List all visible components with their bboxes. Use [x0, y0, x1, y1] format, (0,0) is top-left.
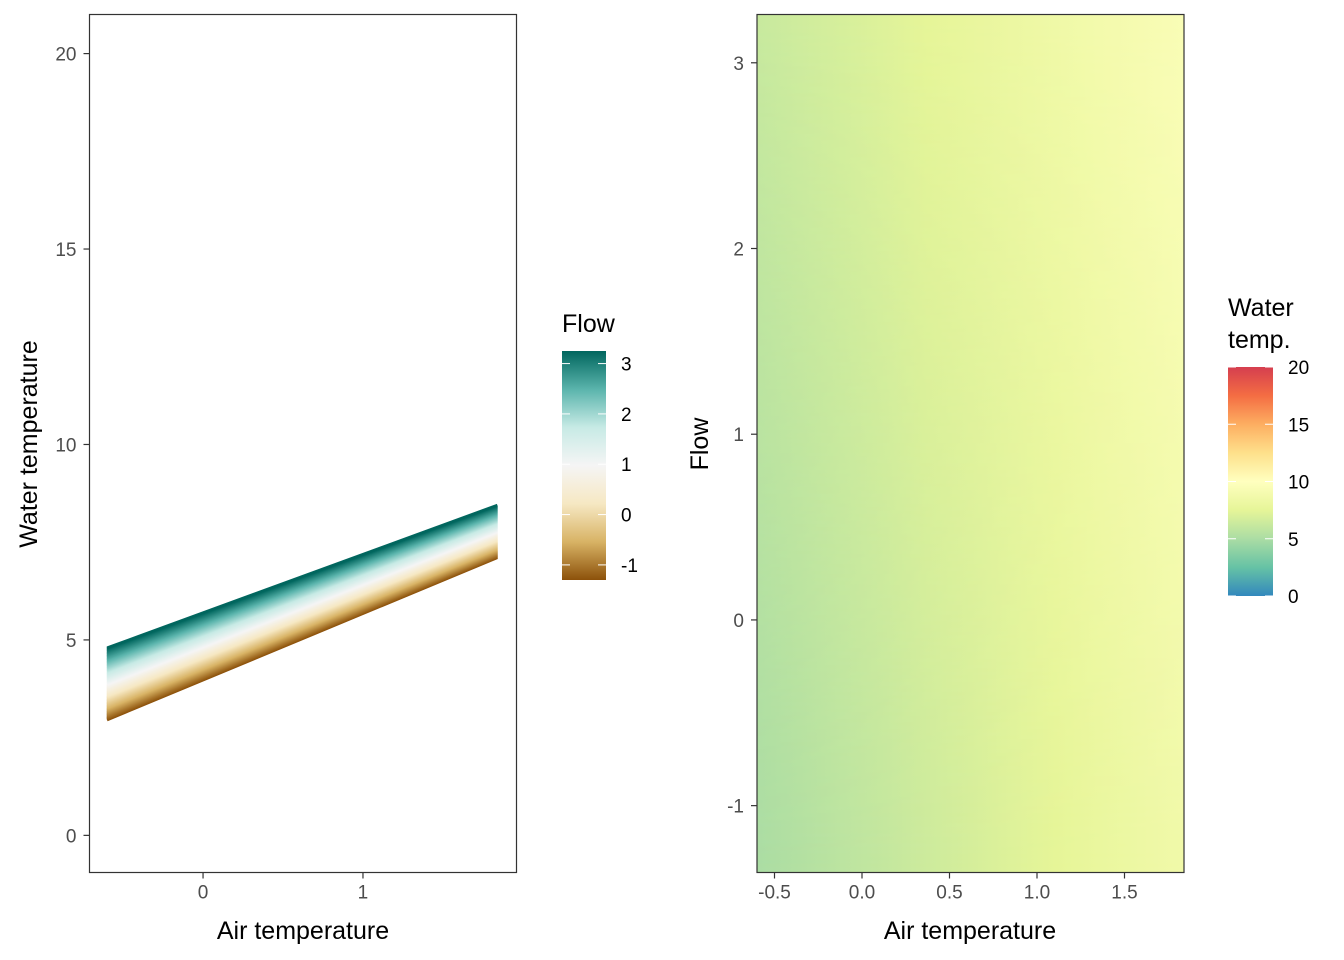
- flow-legend-ticks: -1 0 1 2 3: [562, 355, 638, 577]
- flow-legend-title: Flow: [562, 310, 616, 338]
- left-plot-y-tick-label: 10: [55, 435, 76, 456]
- left-plot-y-axis-title: Water temperature: [15, 340, 43, 547]
- flow-series-line: [106, 503, 498, 649]
- left-plot-marks: [106, 503, 498, 722]
- right-plot-y-tick-label: 0: [733, 611, 744, 632]
- water-temp-legend-label: 20: [1288, 358, 1309, 379]
- right-plot-axes: -0.5 0.0 0.5 1.0 1.5 -1 0 1 2 3: [727, 54, 1138, 904]
- flow-legend-label: 3: [621, 355, 632, 376]
- right-plot-x-tick-label: 0.0: [849, 883, 875, 904]
- right-plot-panel: -0.5 0.0 0.5 1.0 1.5 -1 0 1 2 3 Air temperature F…: [686, 13, 1185, 945]
- right-plot-x-tick-label: 0.5: [936, 883, 962, 904]
- left-plot-y-tick-label: 5: [66, 631, 77, 652]
- water-temp-legend-ticks: 0 5 10 15 20: [1228, 358, 1309, 608]
- right-plot-border: [756, 13, 1185, 874]
- right-plot-x-tick-label: -0.5: [758, 883, 791, 904]
- flow-legend: Flow -1 0 1 2 3: [562, 310, 638, 580]
- water-temp-legend-label: 0: [1288, 587, 1299, 608]
- left-plot-x-axis-title: Air temperature: [217, 917, 389, 945]
- left-plot-y-tick-label: 15: [55, 240, 76, 261]
- flow-legend-label: 0: [621, 506, 632, 527]
- water-temp-legend-title-line-1: Water: [1228, 294, 1294, 322]
- right-plot-x-tick-label: 1.0: [1024, 883, 1050, 904]
- water-temp-legend-label: 5: [1288, 530, 1299, 551]
- flow-legend-label: 1: [621, 455, 632, 476]
- right-plot-y-tick-label: 1: [733, 425, 744, 446]
- left-plot-x-tick-label: 0: [198, 883, 209, 904]
- water-temp-legend: Water temp. 0 5 10 15 20: [1228, 294, 1309, 608]
- right-plot-y-tick-label: -1: [727, 797, 744, 818]
- left-plot-y-tick-label: 0: [66, 826, 77, 847]
- flow-legend-colorbar: [562, 351, 606, 580]
- right-plot-x-tick-label: 1.5: [1111, 883, 1137, 904]
- water-temp-legend-label: 10: [1288, 473, 1309, 494]
- right-plot-y-axis-title: Flow: [686, 417, 714, 471]
- right-plot-x-axis-title: Air temperature: [884, 917, 1056, 945]
- water-temp-legend-title-line-2: temp.: [1228, 326, 1291, 354]
- left-plot-border: [88, 13, 518, 874]
- right-plot-y-tick-label: 2: [733, 240, 744, 261]
- left-plot-y-tick-label: 20: [55, 45, 76, 66]
- left-plot-x-tick-label: 1: [358, 883, 369, 904]
- heatmap-surface-upper: [757, 14, 1184, 873]
- right-plot-y-tick-label: 3: [733, 54, 744, 75]
- water-temp-legend-label: 15: [1288, 415, 1309, 436]
- flow-legend-label: -1: [621, 556, 638, 577]
- flow-legend-label: 2: [621, 405, 632, 426]
